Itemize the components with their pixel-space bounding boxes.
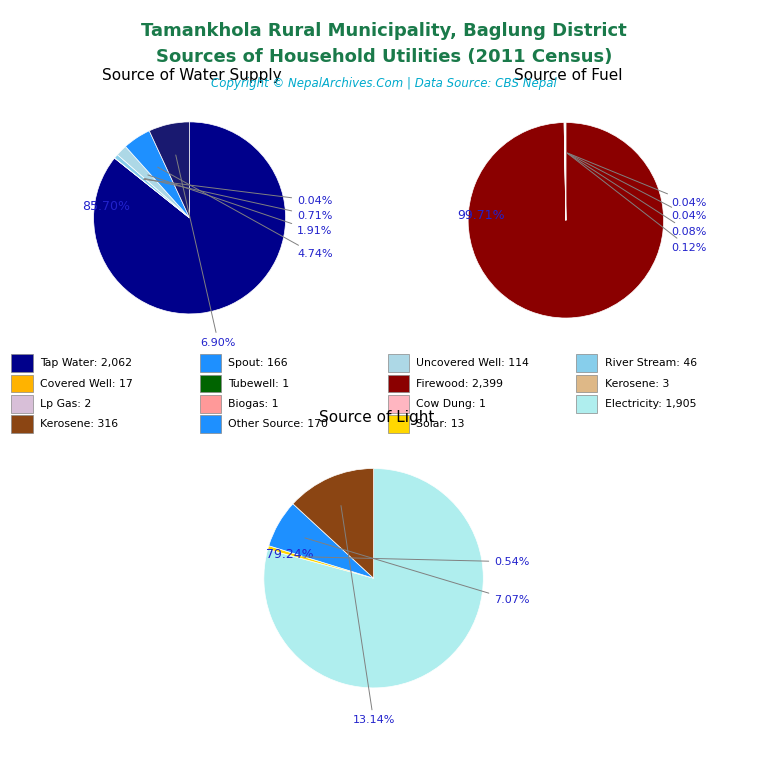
Wedge shape	[293, 468, 373, 578]
Bar	[12, 395, 32, 412]
Text: 85.70%: 85.70%	[82, 200, 130, 213]
Text: Uncovered Well: 114: Uncovered Well: 114	[416, 359, 529, 369]
Bar	[200, 375, 220, 392]
Wedge shape	[564, 123, 566, 220]
Text: 79.24%: 79.24%	[266, 548, 313, 561]
Wedge shape	[468, 123, 664, 318]
Wedge shape	[269, 504, 373, 578]
Text: Tubewell: 1: Tubewell: 1	[228, 379, 290, 389]
Wedge shape	[564, 123, 566, 220]
Bar	[388, 415, 409, 432]
Wedge shape	[264, 468, 483, 688]
Title: Source of Fuel: Source of Fuel	[514, 68, 623, 83]
Text: 0.54%: 0.54%	[303, 557, 530, 567]
Bar	[388, 395, 409, 412]
Text: Tamankhola Rural Municipality, Baglung District: Tamankhola Rural Municipality, Baglung D…	[141, 22, 627, 39]
Text: 1.91%: 1.91%	[148, 175, 333, 237]
Text: Other Source: 170: Other Source: 170	[228, 419, 328, 429]
Wedge shape	[114, 158, 190, 218]
Text: 0.04%: 0.04%	[568, 153, 707, 207]
Text: Spout: 166: Spout: 166	[228, 359, 288, 369]
Text: Electricity: 1,905: Electricity: 1,905	[604, 399, 696, 409]
Title: Source of Light: Source of Light	[319, 410, 434, 425]
Text: 7.07%: 7.07%	[305, 538, 530, 605]
Text: Sources of Household Utilities (2011 Census): Sources of Household Utilities (2011 Cen…	[156, 48, 612, 65]
Text: Tap Water: 2,062: Tap Water: 2,062	[40, 359, 132, 369]
Text: 99.71%: 99.71%	[458, 209, 505, 222]
Text: River Stream: 46: River Stream: 46	[604, 359, 697, 369]
Text: 0.04%: 0.04%	[568, 153, 707, 221]
Bar	[200, 355, 220, 372]
Text: 0.71%: 0.71%	[144, 178, 333, 221]
Wedge shape	[149, 122, 190, 218]
Bar	[12, 415, 32, 432]
Wedge shape	[94, 122, 286, 314]
Text: Copyright © NepalArchives.Com | Data Source: CBS Nepal: Copyright © NepalArchives.Com | Data Sou…	[211, 77, 557, 90]
Text: Kerosene: 316: Kerosene: 316	[40, 419, 118, 429]
Wedge shape	[114, 154, 190, 218]
Text: Solar: 13: Solar: 13	[416, 419, 465, 429]
Wedge shape	[125, 131, 190, 218]
Wedge shape	[268, 546, 373, 578]
Bar	[12, 375, 32, 392]
Text: Firewood: 2,399: Firewood: 2,399	[416, 379, 503, 389]
Text: 0.08%: 0.08%	[568, 154, 707, 237]
Wedge shape	[118, 147, 190, 218]
Bar	[12, 355, 32, 372]
Text: 0.04%: 0.04%	[144, 180, 333, 206]
Wedge shape	[564, 123, 566, 220]
Text: Biogas: 1: Biogas: 1	[228, 399, 279, 409]
Text: Cow Dung: 1: Cow Dung: 1	[416, 399, 486, 409]
Bar	[576, 395, 597, 412]
Bar	[388, 375, 409, 392]
Bar	[576, 355, 597, 372]
Text: 6.90%: 6.90%	[176, 155, 236, 348]
Text: 13.14%: 13.14%	[341, 505, 395, 725]
Bar	[200, 395, 220, 412]
Text: Kerosene: 3: Kerosene: 3	[604, 379, 669, 389]
Text: 0.12%: 0.12%	[568, 154, 707, 253]
Text: 4.74%: 4.74%	[157, 167, 333, 260]
Bar	[200, 415, 220, 432]
Text: Lp Gas: 2: Lp Gas: 2	[40, 399, 91, 409]
Title: Source of Water Supply: Source of Water Supply	[102, 68, 282, 83]
Bar	[388, 355, 409, 372]
Text: Covered Well: 17: Covered Well: 17	[40, 379, 133, 389]
Bar	[576, 375, 597, 392]
